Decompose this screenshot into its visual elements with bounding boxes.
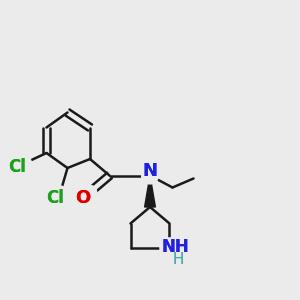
Text: Cl: Cl bbox=[8, 158, 26, 175]
Polygon shape bbox=[145, 176, 155, 207]
Text: H: H bbox=[173, 252, 184, 267]
Text: O: O bbox=[75, 189, 90, 207]
Text: NH: NH bbox=[161, 238, 189, 256]
Text: O: O bbox=[75, 189, 90, 207]
Text: H: H bbox=[173, 252, 184, 267]
Text: N: N bbox=[142, 162, 158, 180]
Circle shape bbox=[83, 185, 97, 199]
Circle shape bbox=[142, 167, 158, 184]
Text: Cl: Cl bbox=[46, 189, 64, 207]
Text: Cl: Cl bbox=[8, 158, 26, 175]
Text: N: N bbox=[142, 162, 158, 180]
Circle shape bbox=[52, 186, 68, 201]
Circle shape bbox=[16, 156, 32, 171]
Text: NH: NH bbox=[161, 238, 189, 256]
Text: Cl: Cl bbox=[46, 189, 64, 207]
Circle shape bbox=[160, 238, 179, 257]
